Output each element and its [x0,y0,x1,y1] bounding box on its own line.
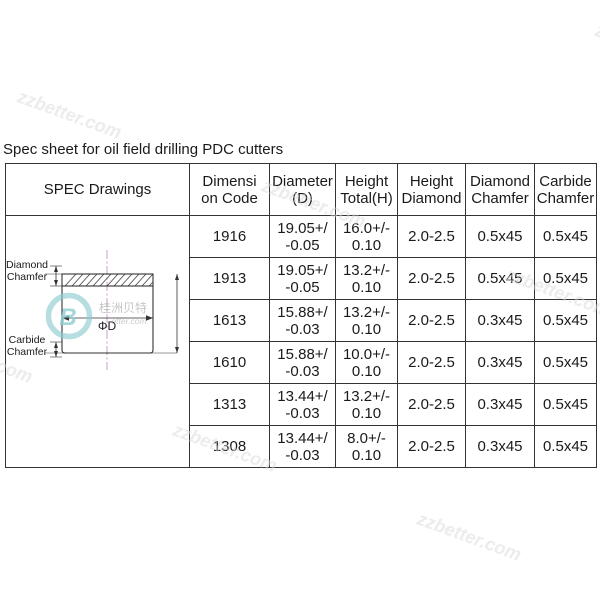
svg-text:桂洲贝特: 桂洲贝特 [99,300,147,315]
svg-text:etter.com: etter.com [111,316,146,326]
svg-text:Chamfer: Chamfer [7,271,48,283]
svg-text:Diamond: Diamond [6,259,48,271]
svg-text:Chamfer: Chamfer [7,346,48,358]
svg-text:B: B [59,304,76,331]
svg-text:Carbide: Carbide [9,334,46,346]
